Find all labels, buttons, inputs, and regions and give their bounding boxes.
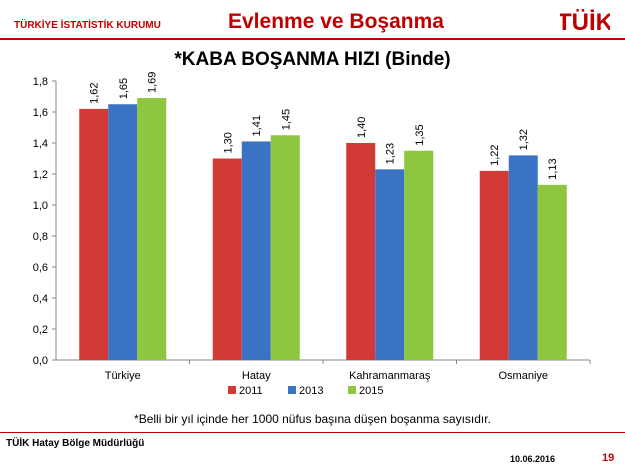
y-tick-label: 1,0 [33, 200, 48, 212]
y-tick-label: 0,8 [33, 231, 48, 243]
chart-title: *KABA BOŞANMA HIZI (Binde) [174, 49, 451, 70]
bar [212, 158, 242, 360]
data-label: 1,62 [89, 82, 101, 103]
logo-text: TÜİK [560, 9, 610, 34]
bar [270, 135, 300, 360]
y-tick-label: 1,6 [33, 107, 48, 119]
footer-divider [0, 432, 625, 433]
header-divider [0, 38, 625, 40]
y-tick-label: 0,6 [33, 262, 48, 274]
data-label: 1,40 [356, 117, 368, 138]
legend-swatch [228, 386, 236, 394]
data-label: 1,41 [251, 115, 263, 136]
y-tick-label: 1,8 [33, 76, 48, 88]
legend-swatch [348, 386, 356, 394]
data-label: 1,35 [414, 124, 426, 145]
bar [537, 184, 567, 360]
x-tick-label: Osmaniye [498, 370, 548, 382]
legend-swatch [288, 386, 296, 394]
y-tick-label: 0,2 [33, 324, 48, 336]
legend-label: 2013 [299, 385, 323, 397]
page-number: 19 [602, 452, 615, 464]
legend-label: 2015 [359, 385, 383, 397]
y-tick-label: 0,0 [33, 355, 48, 367]
data-label: 1,13 [547, 158, 559, 179]
bar-chart: 0,0 0,2 0,4 0,6 0,8 1,0 1,2 1,4 1,6 1,8 Türkiye 1,6… [33, 72, 591, 397]
bar [241, 141, 271, 360]
bar [79, 108, 109, 361]
footer-organization: TÜİK Hatay Bölge Müdürlüğü [6, 438, 145, 449]
x-tick-label: Kahramanmaraş [349, 370, 431, 382]
footer-date: 10.06.2016 [510, 454, 556, 464]
y-tick-label: 1,2 [33, 169, 48, 181]
data-label: 1,30 [222, 132, 234, 153]
footnote: *Belli bir yıl içinde her 1000 nüfus baş… [134, 412, 491, 426]
bar [479, 170, 509, 360]
data-label: 1,69 [147, 72, 159, 93]
bar [375, 169, 405, 360]
bar [137, 98, 167, 361]
organization-name: TÜRKİYE İSTATİSTİK KURUMU [14, 20, 161, 31]
data-label: 1,45 [280, 109, 292, 130]
tuik-logo: TÜİK [560, 9, 610, 34]
bar [346, 143, 376, 360]
data-label: 1,32 [518, 129, 530, 150]
bar [108, 104, 138, 360]
data-label: 1,22 [489, 144, 501, 165]
data-label: 1,65 [118, 78, 130, 99]
bar [404, 150, 434, 360]
y-tick-label: 1,4 [33, 138, 48, 150]
y-tick-label: 0,4 [33, 293, 48, 305]
data-label: 1,23 [385, 143, 397, 164]
legend-label: 2011 [239, 385, 263, 397]
bar [508, 155, 538, 360]
page-title: Evlenme ve Boşanma [228, 10, 444, 33]
x-tick-label: Türkiye [105, 370, 141, 382]
x-tick-label: Hatay [242, 370, 271, 382]
